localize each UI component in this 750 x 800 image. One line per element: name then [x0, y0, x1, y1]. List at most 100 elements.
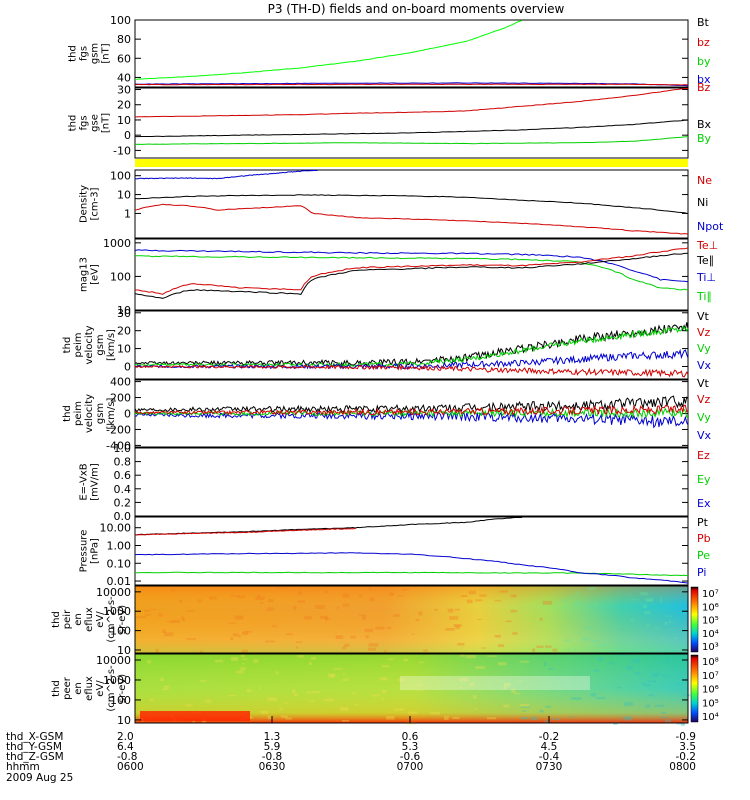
- spectrogram-speckle: [293, 693, 299, 697]
- spectrogram-speckle: [642, 604, 647, 608]
- y-tick-label: 10: [117, 644, 131, 657]
- spectrogram-speckle: [279, 707, 283, 711]
- spectrogram-speckle: [327, 673, 336, 678]
- spectrogram-speckle: [563, 598, 567, 602]
- x-row-value: -0.4: [539, 751, 560, 763]
- spectrogram-speckle: [187, 610, 195, 612]
- legend-Pe: Pe: [697, 549, 710, 562]
- colorbar-label: 10⁴: [702, 712, 719, 723]
- spectrogram-speckle: [504, 683, 511, 687]
- panel-frame: [134, 310, 689, 380]
- spectrogram-speckle: [475, 666, 485, 669]
- legend-Ti⊥: Ti⊥: [696, 271, 716, 284]
- y-tick-label: 20: [117, 99, 131, 112]
- spectrogram-speckle: [242, 658, 248, 660]
- spectrogram-speckle: [595, 697, 606, 700]
- x-row-value: 4.5: [541, 741, 558, 753]
- spectrogram-speckle: [644, 611, 651, 615]
- x-row-value: 0800: [669, 761, 696, 773]
- spectrogram-speckle: [510, 594, 517, 598]
- y-axis-label: peim: [73, 401, 84, 426]
- series-pressure-Pb: [134, 527, 357, 536]
- spectrogram-speckle: [423, 649, 429, 652]
- spectrogram-speckle: [468, 590, 476, 595]
- legend-Ne: Ne: [697, 174, 712, 187]
- colorbar-label: 10⁵: [702, 698, 719, 709]
- spectrogram-speckle: [460, 595, 468, 597]
- spectrogram-speckle: [245, 630, 252, 633]
- spectrogram-speckle: [469, 682, 474, 687]
- spectrogram-speckle: [557, 678, 561, 679]
- spectrogram-speckle: [258, 687, 262, 689]
- spectrogram-speckle: [530, 716, 538, 721]
- spectrogram-speckle: [466, 599, 473, 604]
- x-axis-annotation: thd_X-GSM 2.0 1.3 0.6 -0.2 -0.9 thd_Y-GSM 6.4 5.…: [6, 716, 696, 784]
- x-row-value: 0.6: [402, 731, 419, 743]
- spectrogram-speckle: [230, 595, 240, 597]
- x-row-value: 0600: [117, 761, 144, 773]
- spectrogram-speckle: [340, 707, 349, 711]
- spectrogram-speckle: [265, 640, 276, 643]
- spectrogram-speckle: [307, 691, 310, 695]
- panel-frame: [134, 238, 689, 311]
- spectrogram-speckle: [616, 626, 621, 628]
- series-velocity_gsm_full-Vt: [134, 395, 689, 414]
- spectrogram-speckle: [192, 719, 195, 723]
- colorbar-label: 10⁶: [702, 602, 719, 613]
- spectrogram-speckle: [660, 597, 663, 602]
- y-tick-label: 1000: [103, 237, 131, 250]
- y-axis-label: peer: [62, 676, 73, 700]
- spectrogram-speckle: [231, 657, 239, 661]
- x-row-value: 0700: [397, 761, 424, 773]
- spectrogram-speckle: [418, 661, 424, 664]
- spectrogram-speckle: [403, 658, 409, 662]
- y-tick-label: 10: [117, 189, 131, 202]
- spectrogram-speckle: [498, 644, 504, 647]
- spectrogram-speckle: [255, 596, 265, 601]
- date-label: 2009 Aug 25: [6, 772, 73, 784]
- spectrogram-speckle: [676, 682, 683, 686]
- spectrogram-speckle: [682, 694, 691, 697]
- spectrogram-speckle: [514, 692, 520, 695]
- spectrogram-speckle: [310, 657, 317, 660]
- spectrogram-speckle: [308, 662, 312, 666]
- spectrogram-speckle: [181, 616, 185, 620]
- spectrogram-speckle: [407, 711, 418, 715]
- spectrogram-speckle: [342, 603, 350, 607]
- x-row-value: -0.2: [539, 731, 560, 743]
- spectrogram-speckle: [236, 670, 244, 674]
- spectrogram-speckle: [381, 697, 384, 700]
- spectrogram-speckle: [636, 657, 640, 660]
- spectrogram-speckle: [186, 638, 197, 640]
- spectrogram-speckle: [253, 659, 259, 663]
- figure-title: P3 (TH-D) fields and on-board moments ov…: [268, 2, 565, 16]
- spectrogram-speckle: [659, 662, 663, 664]
- legend-Vy: Vy: [697, 342, 711, 355]
- series-density-Npot: [135, 169, 318, 180]
- y-axis-label: eV/: [95, 680, 106, 697]
- y-tick-label: 1000: [103, 605, 131, 618]
- series-pressure-Pt: [134, 517, 523, 536]
- spectrogram-speckle: [511, 689, 516, 693]
- y-axis-label: en: [73, 613, 84, 626]
- panel-temperature: 1000 100 10 mag13 [eV] Te⊥ Te∥ Ti⊥ Ti∥: [79, 237, 719, 317]
- y-tick-label: 10: [117, 304, 131, 317]
- spectrogram-speckle: [552, 648, 558, 652]
- y-axis-label: velocity: [84, 325, 95, 364]
- spectrogram-speckle: [162, 629, 166, 633]
- panel-frame: [134, 169, 689, 239]
- y-axis-label: peim: [73, 332, 84, 357]
- x-row-value: 5.3: [402, 741, 419, 753]
- spectrogram-speckle: [645, 684, 651, 687]
- spectrogram-speckle: [539, 709, 544, 713]
- spectrogram-speckle: [551, 718, 560, 721]
- spectrogram-speckle: [144, 609, 151, 612]
- spectrogram-speckle: [564, 639, 571, 642]
- legend-Pt: Pt: [697, 516, 709, 529]
- legend-Pi: Pi: [697, 566, 706, 579]
- spectrogram-speckle: [297, 600, 306, 603]
- y-axis-label: eflux: [84, 607, 95, 632]
- spectrogram-speckle: [159, 677, 164, 681]
- y-tick-label: -10: [113, 144, 131, 157]
- spectrogram-speckle: [267, 607, 274, 611]
